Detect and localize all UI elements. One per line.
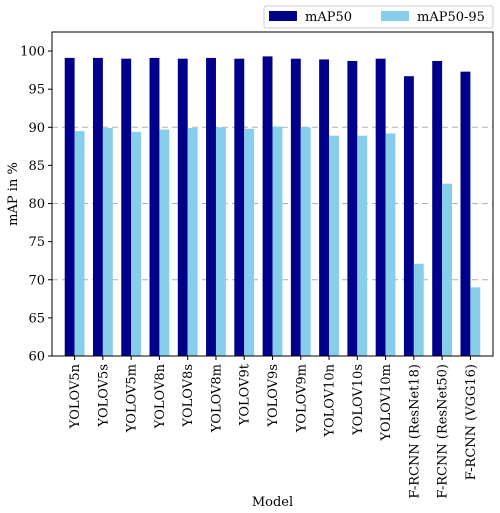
bar-map50-95 [470, 287, 481, 356]
x-tick-label: YOLOV10m [379, 364, 394, 442]
legend-swatch-map50-95 [381, 11, 409, 21]
y-tick-label: 75 [28, 235, 45, 250]
x-tick-label: YOLOV8m [209, 364, 224, 433]
bar-map50 [92, 57, 103, 357]
x-axis: YOLOV5n YOLOV5s YOLOV5m YOLOV8n YOLOV8s YOLOV… [68, 356, 479, 499]
bar-map50 [234, 58, 245, 357]
x-tick-label: F-RCNN (ResNet50) [436, 364, 451, 499]
x-tick-label: YOLOV9m [294, 364, 309, 433]
x-tick-label: F-RCNN (ResNet18) [407, 364, 422, 499]
bar-map50 [64, 57, 75, 357]
y-tick-label: 60 [28, 350, 45, 365]
x-tick-label: YOLOV5n [68, 363, 83, 429]
x-tick-label: YOLOV5s [96, 364, 111, 428]
y-axis: 60 65 70 75 80 85 90 95 100 [20, 45, 52, 365]
bar-map50-95 [102, 128, 113, 356]
bar-map50 [121, 58, 132, 357]
bar-map50 [290, 58, 301, 357]
bar-map50-95 [272, 126, 283, 356]
x-axis-title: Model [252, 495, 293, 510]
legend-label-map50: mAP50 [305, 10, 352, 25]
y-axis-title: mAP in % [6, 162, 21, 226]
y-tick-label: 90 [28, 121, 45, 136]
bar-map50 [177, 58, 188, 357]
bar-map50 [206, 57, 216, 357]
bar-map50 [347, 60, 358, 356]
bar-map50-95 [159, 129, 170, 356]
bar-map50-95 [131, 131, 142, 356]
bar-map50-95 [357, 135, 368, 356]
bar-map50 [262, 56, 273, 356]
bar-map50 [403, 76, 414, 357]
x-tick-label: YOLOV10s [351, 364, 366, 436]
y-tick-label: 80 [28, 197, 45, 212]
bar-map50-95 [215, 127, 226, 356]
x-tick-label: YOLOV8n [153, 363, 168, 429]
bar-map50-95 [244, 128, 255, 356]
legend-box [263, 5, 494, 29]
bar-map50-95 [187, 128, 198, 356]
x-tick-label: YOLOV9s [266, 364, 281, 428]
bar-map50-95 [329, 135, 339, 356]
x-tick-label: F-RCNN (VGG16) [464, 364, 479, 480]
legend-label-map50-95: mAP50-95 [417, 10, 485, 25]
y-tick-label: 65 [28, 311, 45, 326]
y-tick-label: 100 [20, 45, 45, 60]
bar-map50-95 [300, 127, 311, 356]
legend-swatch-map50 [269, 11, 297, 21]
bar-map50-95 [74, 131, 85, 356]
bar-map50 [149, 57, 160, 357]
bar-map50 [460, 71, 471, 357]
x-tick-label: YOLOV8s [181, 364, 196, 428]
bar-map50 [375, 58, 386, 357]
y-tick-label: 70 [28, 273, 45, 288]
bars-group [64, 56, 481, 357]
y-tick-label: 95 [28, 83, 45, 98]
x-tick-label: YOLOV5m [125, 364, 140, 433]
bar-map50 [319, 59, 330, 357]
legend: mAP50 mAP50-95 [263, 5, 494, 29]
x-tick-label: YOLOV10n [323, 363, 338, 437]
bar-map50 [432, 60, 443, 356]
x-tick-label: YOLOV9t [238, 363, 253, 426]
bar-map50-95 [413, 263, 424, 356]
bar-map50-95 [442, 183, 453, 356]
bar-map50-95 [385, 133, 396, 356]
y-tick-label: 85 [28, 159, 45, 174]
